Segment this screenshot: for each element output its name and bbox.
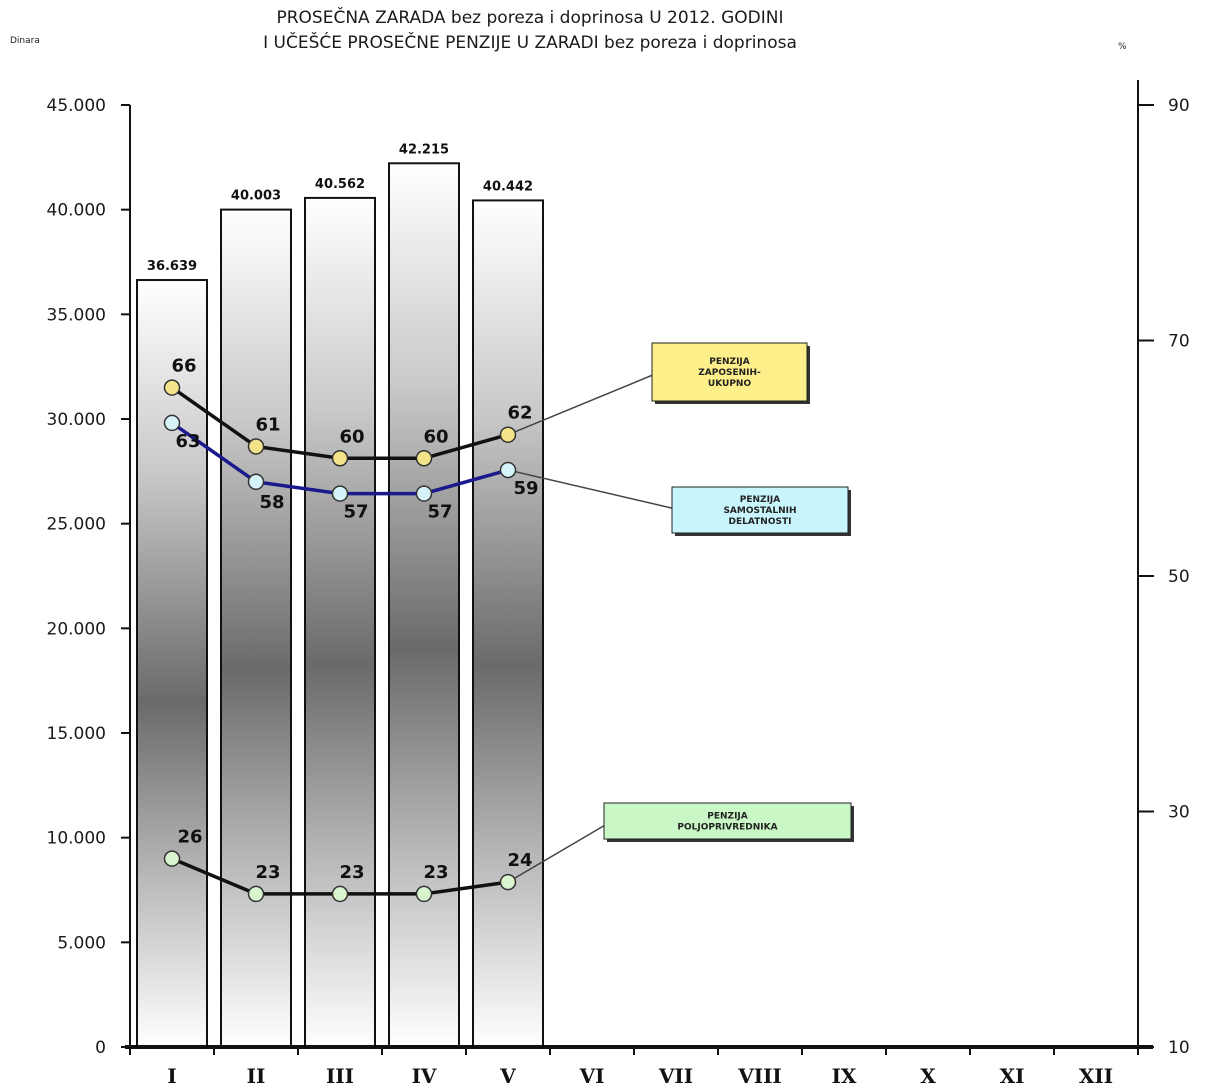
callout-text: UKUPNO xyxy=(708,379,752,389)
series-point xyxy=(247,885,265,903)
series-point xyxy=(247,473,265,491)
left-tick-label: 15.000 xyxy=(47,724,106,744)
callout-leader xyxy=(507,820,613,883)
series-point xyxy=(499,426,517,443)
x-tick-label: IX xyxy=(832,1064,857,1088)
axes: 0 5.000 10.000 15.000 20.000 25.000 30.000 35.0… xyxy=(47,80,1190,1088)
callout-text: PENZIJA xyxy=(740,495,780,505)
right-axis-unit: % xyxy=(1118,42,1127,52)
x-tick-label: X xyxy=(920,1064,936,1088)
series-point xyxy=(163,414,181,432)
point-value-label: 23 xyxy=(423,862,448,883)
series-point xyxy=(247,438,265,455)
chart-title-line-1: PROSEČNA ZARADA bez poreza i doprinosa U… xyxy=(276,6,783,28)
left-tick-label: 20.000 xyxy=(47,619,106,639)
callout-text: POLJOPRIVREDNIKA xyxy=(677,823,777,833)
x-tick-label: I xyxy=(167,1064,176,1088)
bar-II xyxy=(220,208,292,1048)
x-tick-label: III xyxy=(326,1064,354,1088)
left-tick-label: 40.000 xyxy=(47,201,106,221)
bar-I xyxy=(136,279,208,1048)
series-point xyxy=(415,450,433,467)
point-value-label: 24 xyxy=(507,850,532,871)
x-tick-label: V xyxy=(499,1064,516,1088)
callout-text: SAMOSTALNIH xyxy=(723,506,796,516)
left-tick-label: 5.000 xyxy=(57,933,106,953)
left-axis-unit: Dinara xyxy=(10,36,40,46)
right-tick-label: 70 xyxy=(1168,332,1190,352)
series-point xyxy=(415,485,433,502)
bar-V xyxy=(472,199,544,1049)
left-tick-label: 0 xyxy=(95,1038,106,1058)
left-tick-label: 10.000 xyxy=(47,829,106,849)
left-tick-label: 35.000 xyxy=(47,305,106,325)
bar-value-label: 36.639 xyxy=(147,259,197,274)
left-tick-label: 45.000 xyxy=(47,96,106,116)
bar-value-label: 40.442 xyxy=(483,179,533,194)
point-value-label: 23 xyxy=(339,862,364,883)
callout-leader xyxy=(507,469,681,511)
right-tick-label: 50 xyxy=(1168,567,1190,587)
point-value-label: 66 xyxy=(171,356,196,377)
right-tick-label: 90 xyxy=(1168,96,1190,116)
x-tick-label: VII xyxy=(658,1064,693,1088)
point-value-label: 57 xyxy=(427,502,452,523)
point-value-label: 60 xyxy=(423,426,448,447)
series-point xyxy=(163,379,181,396)
bar-value-label: 40.562 xyxy=(315,177,365,192)
bar-III xyxy=(304,196,376,1048)
series-point xyxy=(415,885,433,903)
point-value-label: 26 xyxy=(177,827,202,848)
callout-text: DELATNOSTI xyxy=(729,517,792,527)
callout-box xyxy=(651,342,808,402)
bars: 36.639 40.003 40.562 42.215 40.442 xyxy=(136,142,544,1049)
series-point xyxy=(499,461,517,479)
series-point xyxy=(499,873,517,891)
point-value-label: 61 xyxy=(255,414,280,435)
callout-text: PENZIJA xyxy=(707,812,747,822)
point-value-label: 62 xyxy=(507,403,532,424)
x-tick-label: XII xyxy=(1079,1064,1113,1088)
bar-IV xyxy=(388,162,460,1049)
x-tick-label: II xyxy=(247,1064,266,1088)
chart-title-line-2: I UČEŠĆE PROSEČNE PENZIJE U ZARADI bez p… xyxy=(263,31,797,53)
point-value-label: 59 xyxy=(513,478,538,499)
left-tick-label: 30.000 xyxy=(47,410,106,430)
callout-box xyxy=(603,802,852,840)
callout-leader xyxy=(507,371,661,436)
series-point xyxy=(331,450,349,467)
x-tick-label: VIII xyxy=(737,1064,782,1088)
series-point xyxy=(331,885,349,903)
callout-text: ZAPOSENIH- xyxy=(698,368,761,378)
x-tick-label: XI xyxy=(1000,1064,1025,1088)
series-point xyxy=(331,485,349,502)
series-point xyxy=(163,850,181,867)
callouts: PENZIJAZAPOSENIH-UKUPNOPENZIJASAMOSTALNI… xyxy=(507,342,854,883)
point-value-label: 57 xyxy=(343,502,368,523)
point-value-label: 60 xyxy=(339,426,364,447)
left-tick-label: 25.000 xyxy=(47,515,106,535)
x-tick-label: VI xyxy=(579,1064,605,1088)
callout-box xyxy=(671,486,849,534)
right-tick-label: 30 xyxy=(1168,803,1190,823)
bar-value-label: 40.003 xyxy=(231,189,281,204)
bar-value-label: 42.215 xyxy=(399,142,449,157)
point-value-label: 23 xyxy=(255,862,280,883)
right-tick-label: 10 xyxy=(1168,1038,1190,1058)
line-series: 66 61 60 60 62 63 58 57 57 59 26 23 23 23 24 xyxy=(163,356,539,903)
point-value-label: 58 xyxy=(259,492,284,513)
point-value-label: 63 xyxy=(175,431,200,452)
x-tick-label: IV xyxy=(412,1064,437,1088)
callout-text: PENZIJA xyxy=(709,357,749,367)
